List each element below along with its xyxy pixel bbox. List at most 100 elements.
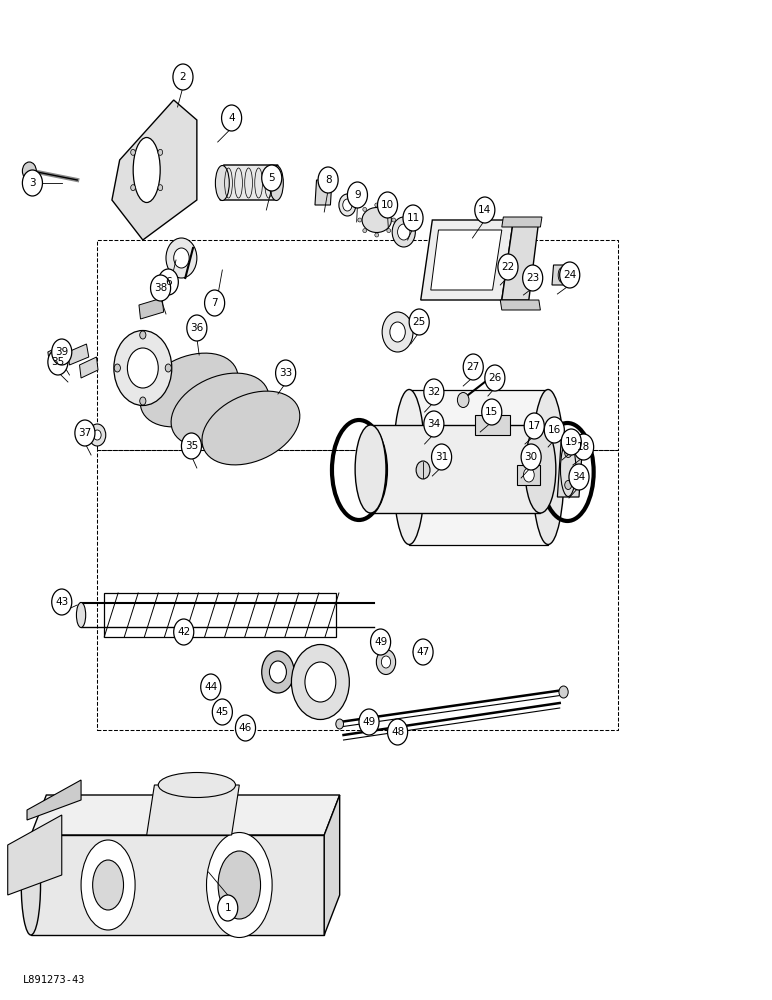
Circle shape — [48, 349, 68, 375]
Ellipse shape — [262, 651, 294, 693]
Text: 39: 39 — [55, 347, 69, 357]
Circle shape — [174, 619, 194, 645]
Ellipse shape — [269, 165, 283, 200]
Ellipse shape — [140, 331, 146, 339]
Text: 49: 49 — [374, 637, 388, 647]
Polygon shape — [141, 353, 238, 427]
Ellipse shape — [81, 840, 135, 930]
Ellipse shape — [398, 224, 410, 240]
Polygon shape — [315, 180, 332, 205]
Ellipse shape — [558, 267, 566, 282]
Ellipse shape — [114, 330, 171, 406]
Ellipse shape — [532, 389, 564, 544]
Ellipse shape — [377, 650, 395, 674]
Text: 5: 5 — [269, 173, 275, 183]
Circle shape — [403, 205, 423, 231]
Ellipse shape — [525, 425, 556, 513]
Text: 11: 11 — [406, 213, 420, 223]
Polygon shape — [202, 391, 300, 465]
Ellipse shape — [130, 149, 135, 155]
Ellipse shape — [165, 364, 171, 372]
Ellipse shape — [363, 229, 367, 233]
Ellipse shape — [158, 772, 235, 798]
Ellipse shape — [560, 442, 576, 496]
Text: 45: 45 — [215, 707, 229, 717]
Text: 26: 26 — [488, 373, 502, 383]
Circle shape — [482, 399, 502, 425]
Ellipse shape — [174, 248, 189, 268]
Circle shape — [574, 434, 594, 460]
Circle shape — [173, 64, 193, 90]
Ellipse shape — [382, 312, 413, 352]
Text: 16: 16 — [547, 425, 561, 435]
Ellipse shape — [292, 645, 349, 720]
Polygon shape — [517, 465, 540, 485]
Text: 42: 42 — [177, 627, 191, 637]
Polygon shape — [48, 345, 64, 363]
Polygon shape — [171, 373, 269, 447]
Text: 47: 47 — [416, 647, 430, 657]
Text: 15: 15 — [485, 407, 499, 417]
Circle shape — [371, 629, 391, 655]
Polygon shape — [68, 344, 89, 365]
Circle shape — [409, 309, 429, 335]
Circle shape — [485, 365, 505, 391]
Polygon shape — [112, 100, 197, 240]
Ellipse shape — [130, 185, 135, 191]
Ellipse shape — [362, 208, 391, 232]
Polygon shape — [80, 357, 98, 378]
Ellipse shape — [336, 719, 344, 729]
Circle shape — [218, 895, 238, 921]
Circle shape — [151, 275, 171, 301]
Polygon shape — [139, 298, 164, 319]
Ellipse shape — [564, 448, 572, 458]
Circle shape — [181, 433, 201, 459]
Ellipse shape — [381, 656, 391, 668]
Circle shape — [432, 444, 452, 470]
Polygon shape — [371, 425, 540, 513]
Text: 43: 43 — [55, 597, 69, 607]
Ellipse shape — [457, 392, 469, 408]
Circle shape — [388, 719, 408, 745]
Polygon shape — [552, 265, 573, 285]
Polygon shape — [220, 165, 278, 200]
Circle shape — [413, 639, 433, 665]
Circle shape — [424, 411, 444, 437]
Circle shape — [359, 709, 379, 735]
Ellipse shape — [363, 207, 367, 211]
Polygon shape — [502, 217, 542, 227]
Ellipse shape — [21, 835, 41, 935]
Ellipse shape — [269, 661, 286, 683]
Circle shape — [201, 674, 221, 700]
Text: 19: 19 — [564, 437, 578, 447]
Polygon shape — [31, 835, 324, 935]
Circle shape — [235, 715, 256, 741]
Ellipse shape — [305, 662, 336, 702]
Text: L891273-43: L891273-43 — [23, 975, 86, 985]
Polygon shape — [557, 440, 583, 497]
Text: 2: 2 — [180, 72, 186, 82]
Text: 23: 23 — [526, 273, 540, 283]
Circle shape — [498, 254, 518, 280]
Ellipse shape — [93, 430, 101, 440]
Text: 9: 9 — [354, 190, 361, 200]
Text: 22: 22 — [501, 262, 515, 272]
Ellipse shape — [564, 481, 572, 489]
Text: 30: 30 — [524, 452, 538, 462]
Polygon shape — [27, 780, 81, 820]
Ellipse shape — [375, 203, 378, 207]
Text: 34: 34 — [427, 419, 441, 429]
Text: 24: 24 — [563, 270, 577, 280]
Circle shape — [521, 444, 541, 470]
Ellipse shape — [416, 461, 430, 479]
Ellipse shape — [76, 602, 86, 628]
Circle shape — [318, 167, 338, 193]
Text: 46: 46 — [239, 723, 252, 733]
Ellipse shape — [357, 218, 361, 222]
Ellipse shape — [343, 199, 352, 211]
Text: 33: 33 — [279, 368, 293, 378]
Circle shape — [524, 413, 544, 439]
Ellipse shape — [339, 194, 356, 216]
Ellipse shape — [166, 238, 197, 278]
Circle shape — [276, 360, 296, 386]
